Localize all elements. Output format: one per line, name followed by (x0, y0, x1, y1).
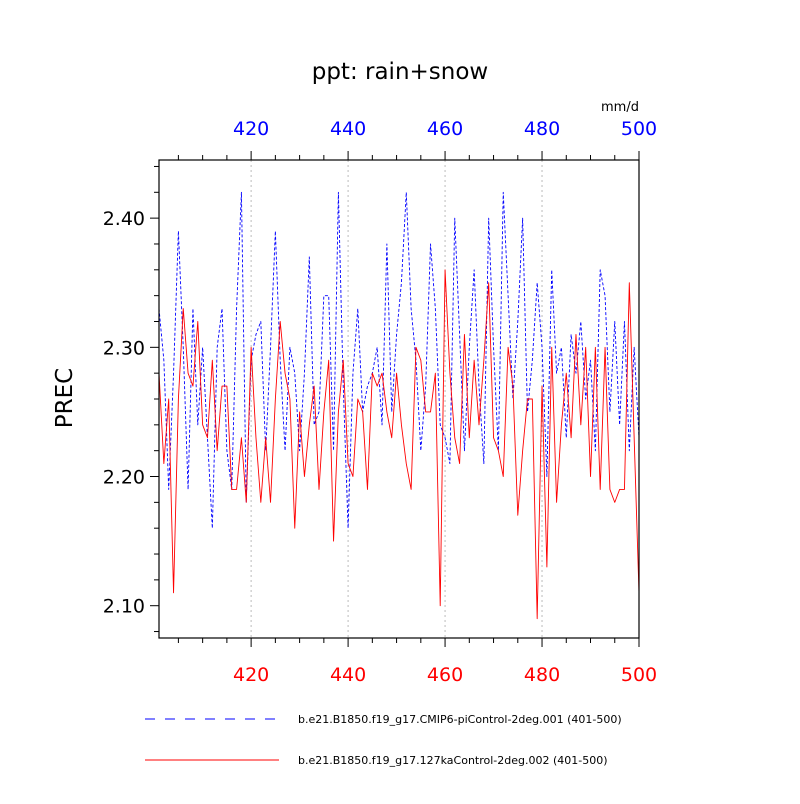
series-line-2 (158, 269, 640, 620)
x-tick-label: 480 (524, 664, 560, 686)
top-x-tick-label: 500 (621, 118, 657, 140)
top-x-tick-label: 460 (427, 118, 463, 140)
x-tick-label: 420 (233, 664, 269, 686)
top-x-tick-label: 420 (233, 118, 269, 140)
y-tick-label: 2.40 (103, 208, 145, 230)
top-x-tick-label: 480 (524, 118, 560, 140)
x-tick-label: 500 (621, 664, 657, 686)
chart-title: ppt: rain+snow (312, 59, 489, 85)
y-tick-label: 2.30 (103, 337, 145, 359)
units-label: mm/d (601, 100, 639, 115)
legend-label-2: b.e21.B1850.f19_g17.127kaControl-2deg.00… (298, 754, 608, 767)
x-tick-label: 440 (330, 664, 366, 686)
y-tick-label: 2.20 (103, 467, 145, 489)
y-tick-label: 2.10 (103, 596, 145, 618)
x-tick-label: 460 (427, 664, 463, 686)
y-axis-label: PREC (52, 368, 78, 428)
top-x-tick-label: 440 (330, 118, 366, 140)
legend-label-1: b.e21.B1850.f19_g17.CMIP6-piControl-2deg… (298, 713, 622, 726)
series-line-1 (158, 191, 640, 529)
